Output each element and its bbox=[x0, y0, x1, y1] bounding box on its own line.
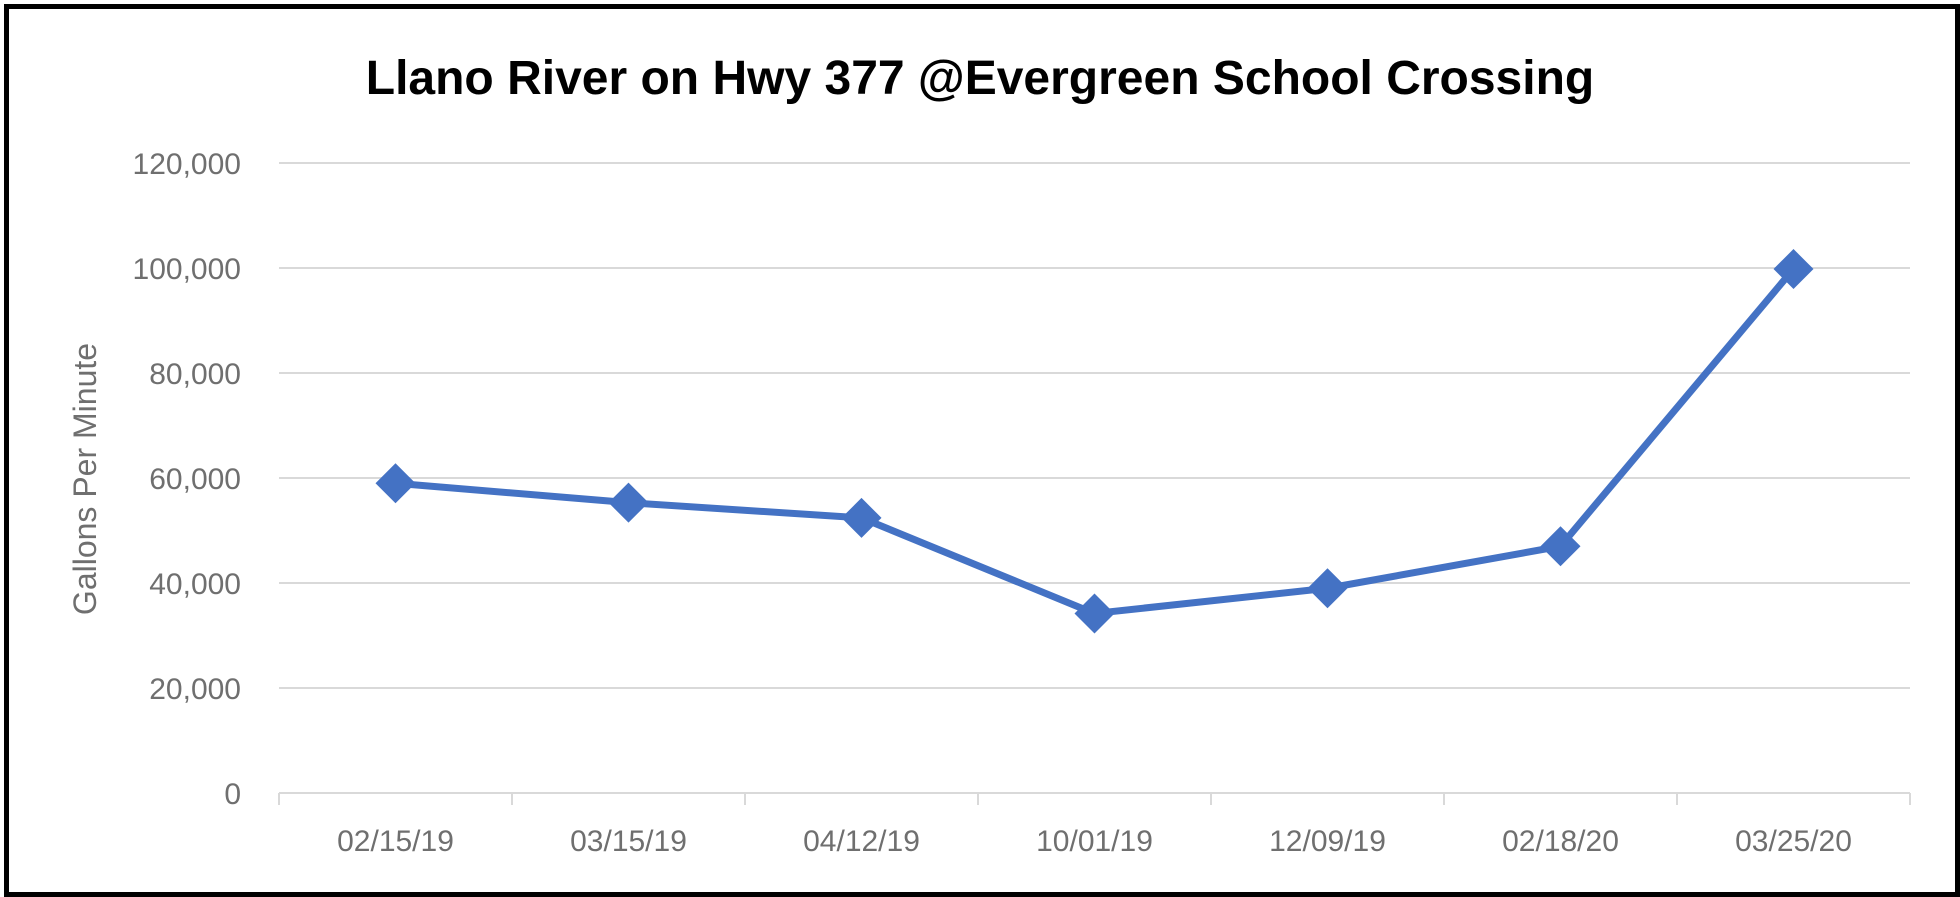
chart-title: Llano River on Hwy 377 @Evergreen School… bbox=[366, 52, 1594, 105]
y-tick-label: 80,000 bbox=[149, 358, 241, 391]
x-axis-ticks: 02/15/19 03/15/19 04/12/19 10/01/19 12/09/19… bbox=[337, 825, 1852, 858]
x-tick-label: 10/01/19 bbox=[1036, 825, 1153, 858]
x-tick-label: 03/25/20 bbox=[1735, 825, 1852, 858]
x-tick-label: 02/18/20 bbox=[1502, 825, 1619, 858]
data-point-marker bbox=[1307, 568, 1348, 609]
series-line bbox=[392, 265, 1797, 617]
y-tick-label: 40,000 bbox=[149, 568, 241, 601]
y-tick-label: 120,000 bbox=[133, 148, 241, 181]
y-tick-label: 100,000 bbox=[133, 253, 241, 286]
y-tick-label: 60,000 bbox=[149, 463, 241, 496]
data-point-marker bbox=[1540, 526, 1581, 567]
y-axis-ticks: 0 20,000 40,000 60,000 80,000 100,000 120,000 bbox=[133, 148, 241, 811]
y-axis-label: Gallons Per Minute bbox=[67, 343, 103, 615]
x-tick-label: 03/15/19 bbox=[570, 825, 687, 858]
x-tick-label: 12/09/19 bbox=[1269, 825, 1386, 858]
y-tick-label: 20,000 bbox=[149, 673, 241, 706]
gridlines bbox=[279, 162, 1910, 689]
x-tick-label: 04/12/19 bbox=[803, 825, 920, 858]
data-point-marker bbox=[1074, 593, 1115, 634]
data-point-marker bbox=[375, 463, 416, 504]
series-gallons-per-minute bbox=[375, 249, 1814, 634]
data-point-marker bbox=[1773, 249, 1814, 290]
x-tick-label: 02/15/19 bbox=[337, 825, 454, 858]
x-axis bbox=[278, 792, 1911, 805]
data-point-marker bbox=[608, 482, 649, 523]
chart-frame bbox=[4, 4, 1960, 897]
y-tick-label: 0 bbox=[224, 778, 241, 811]
data-point-marker bbox=[841, 497, 882, 538]
